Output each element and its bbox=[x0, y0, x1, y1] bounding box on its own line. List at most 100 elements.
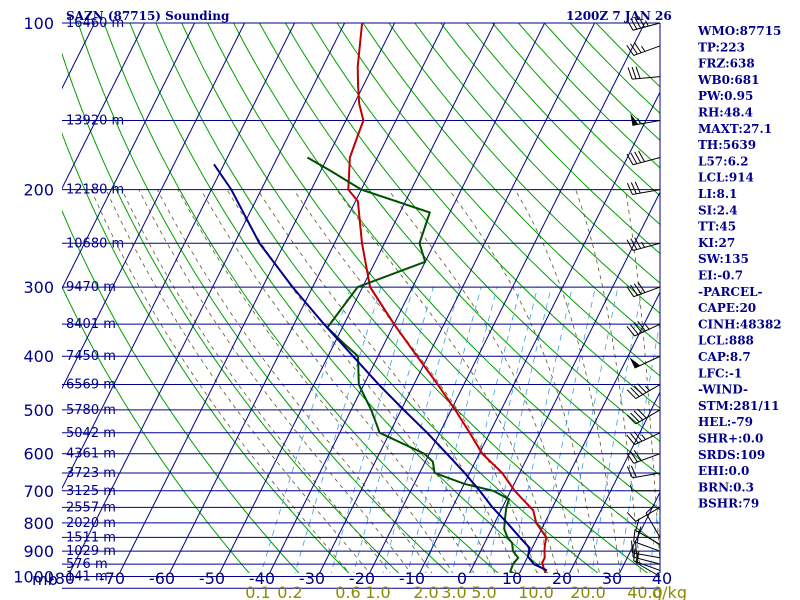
wind-barb-staff bbox=[633, 45, 661, 56]
dry-adiabat-line bbox=[336, 23, 660, 377]
wind-barb-staff bbox=[634, 323, 661, 337]
mixing-ratio-tick-label: 0.6 bbox=[335, 583, 360, 600]
temperature-profile-line bbox=[347, 23, 548, 573]
wind-barb bbox=[633, 529, 661, 552]
dry-adiabat-line bbox=[155, 23, 599, 573]
wind-barb bbox=[626, 431, 661, 446]
dry-adiabat-line bbox=[258, 23, 660, 476]
mixing-ratio-line bbox=[353, 286, 434, 573]
sounding-index: MAXT:27.1 bbox=[698, 122, 772, 136]
mixing-ratio-tick-label: 10.0 bbox=[518, 583, 554, 600]
dry-adiabat-line bbox=[62, 52, 400, 573]
height-label: 5042 m bbox=[66, 426, 116, 441]
wind-barb bbox=[626, 42, 661, 56]
wind-barb bbox=[631, 540, 661, 559]
sounding-index: LCL:888 bbox=[698, 334, 754, 348]
height-label: 3723 m bbox=[66, 466, 116, 481]
dry-adiabat-line bbox=[440, 23, 660, 255]
wind-barb-full bbox=[630, 152, 638, 164]
wind-barb bbox=[630, 484, 660, 492]
wind-barb-full bbox=[633, 529, 636, 542]
moist-adiabat-line bbox=[157, 189, 433, 573]
wind-barb-full bbox=[626, 389, 637, 399]
wind-barb-half bbox=[636, 556, 639, 563]
wind-barb-flag bbox=[629, 357, 641, 369]
mixing-ratio-line bbox=[591, 287, 643, 573]
sounding-index: TT:45 bbox=[698, 220, 736, 234]
wind-barb-full bbox=[630, 284, 638, 296]
height-label: 7450 m bbox=[66, 349, 116, 364]
mixing-ratio-tick-label: 1.0 bbox=[365, 583, 390, 600]
temperature-tick-label: -40 bbox=[249, 569, 275, 588]
sounding-index: WB0:681 bbox=[697, 73, 759, 87]
wind-barb-staff bbox=[632, 76, 661, 80]
dry-adiabat-line bbox=[62, 132, 350, 573]
dry-adiabat-line bbox=[388, 23, 660, 315]
wind-barb bbox=[630, 113, 661, 126]
sounding-index: FRZ:638 bbox=[698, 57, 755, 71]
mixing-ratio-line bbox=[486, 287, 552, 573]
height-label: 10680 m bbox=[66, 236, 124, 251]
temperature-tick-label: -10 bbox=[399, 569, 425, 588]
mixing-ratio-line bbox=[619, 319, 660, 573]
wind-barb-half bbox=[630, 484, 633, 491]
parcel-profile-line bbox=[213, 163, 548, 572]
dry-adiabat-line bbox=[77, 23, 450, 573]
wind-barb-half bbox=[644, 20, 649, 27]
wind-barb-full bbox=[633, 431, 643, 442]
sounding-index: LFC:-1 bbox=[698, 366, 742, 380]
wind-barb-full bbox=[638, 16, 645, 28]
wind-barb-half bbox=[644, 324, 650, 330]
sounding-index: CAPE:20 bbox=[698, 301, 756, 315]
wind-barb-full bbox=[626, 452, 635, 464]
wind-barb-staff bbox=[632, 552, 661, 559]
wind-barb-full bbox=[637, 320, 646, 332]
dry-adiabat-line bbox=[543, 23, 660, 141]
sounding-index: PW:0.95 bbox=[698, 89, 753, 103]
pressure-tick-label: 700 bbox=[23, 482, 54, 501]
sounding-index: STM:281/11 bbox=[698, 399, 779, 413]
dewpoint-profile-line bbox=[306, 156, 520, 573]
moist-adiabat-line bbox=[226, 189, 496, 573]
pressure-tick-label: 300 bbox=[23, 278, 54, 297]
height-label: 13920 m bbox=[66, 113, 124, 128]
wind-barb-full bbox=[637, 408, 647, 419]
wind-barb-full bbox=[630, 451, 638, 463]
mixing-ratio-line bbox=[510, 287, 573, 573]
mixing-ratio-line bbox=[294, 286, 382, 573]
isotherm-line bbox=[0, 23, 45, 588]
temperature-tick-label: -80 bbox=[49, 569, 75, 588]
moist-adiabat-line bbox=[138, 189, 412, 573]
mixing-ratio-tick-label: 3.0 bbox=[441, 583, 466, 600]
wind-barb-full bbox=[630, 433, 639, 444]
mixing-ratio-tick-label: 20.0 bbox=[570, 583, 606, 600]
pressure-tick-label: 400 bbox=[23, 347, 54, 366]
sounding-index: CAP:8.7 bbox=[698, 350, 751, 364]
wind-barb-full bbox=[633, 450, 642, 461]
dry-adiabat-line bbox=[414, 23, 660, 284]
wind-barb bbox=[626, 320, 661, 337]
wind-barb bbox=[626, 282, 661, 298]
height-label: 5780 m bbox=[66, 403, 116, 418]
wind-barb-staff bbox=[635, 506, 661, 522]
wind-barb-half bbox=[641, 241, 645, 248]
height-label: 576 m bbox=[66, 557, 108, 572]
mixing-ratio-line bbox=[407, 286, 482, 573]
height-label: 1029 m bbox=[66, 544, 116, 559]
height-label: 8401 m bbox=[66, 317, 116, 332]
sounding-index: -WIND- bbox=[698, 383, 748, 397]
pressure-unit-label: mb bbox=[32, 570, 58, 589]
station-title: SAZN (87715) Sounding bbox=[66, 9, 230, 23]
isotherm-line bbox=[219, 23, 496, 573]
wind-barbs bbox=[626, 16, 661, 577]
moist-adiabat-line bbox=[514, 189, 621, 573]
moist-adiabat-line bbox=[387, 189, 580, 573]
wind-barb-full bbox=[626, 239, 634, 251]
wind-barb-staff bbox=[632, 556, 661, 565]
wind-barb bbox=[635, 518, 661, 545]
wind-barb-full bbox=[626, 434, 636, 445]
sounding-index: SHR+:0.0 bbox=[698, 432, 763, 446]
height-label: 16460 m bbox=[66, 16, 124, 31]
mixing-ratio-line bbox=[425, 286, 498, 573]
wind-barb-staff bbox=[632, 189, 661, 195]
